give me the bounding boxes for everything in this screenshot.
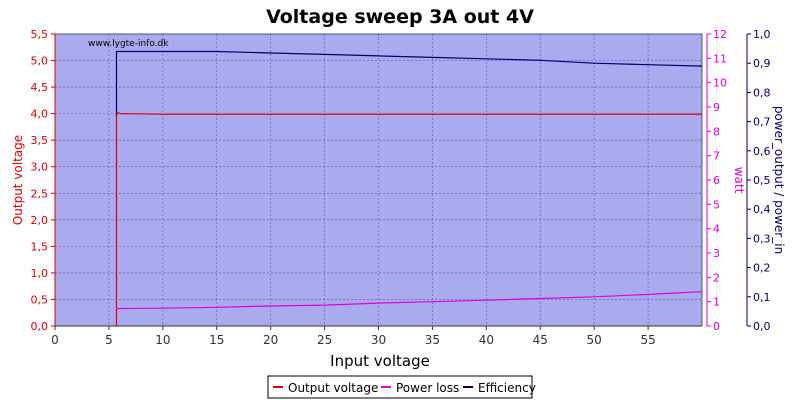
- right-axis-1-tick-label: 6: [713, 174, 720, 187]
- right-axis-1-title: watt: [732, 167, 746, 194]
- legend-label-power-loss: Power loss: [396, 381, 459, 395]
- x-axis-tick-label: 55: [640, 333, 655, 347]
- left-axis-tick-label: 2,0: [31, 214, 49, 227]
- left-axis-tick-label: 1,0: [31, 267, 49, 280]
- x-axis-tick-label: 30: [371, 333, 386, 347]
- x-axis-tick-label: 25: [317, 333, 332, 347]
- x-axis-tick-label: 5: [105, 333, 113, 347]
- right-axis-1-tick-label: 8: [713, 125, 720, 138]
- right-axis-1-tick-label: 10: [713, 77, 727, 90]
- right-axis-1-tick-label: 1: [713, 296, 720, 309]
- left-axis-tick-label: 5,0: [31, 55, 49, 68]
- x-axis-tick-label: 50: [587, 333, 602, 347]
- right-axis-1-tick-label: 12: [713, 28, 727, 41]
- series: [115, 50, 703, 326]
- chart-title: Voltage sweep 3A out 4V: [266, 6, 534, 28]
- x-axis-tick-label: 45: [533, 333, 548, 347]
- x-axis-title: Input voltage: [330, 352, 430, 370]
- right-axis-1-tick-label: 7: [713, 150, 720, 163]
- right-axis-2-tick-label: 0,6: [753, 145, 771, 158]
- right-axis-2-tick-label: 0,0: [753, 320, 771, 333]
- plot-area: [54, 33, 703, 327]
- right-axis-1-tick-label: 11: [713, 52, 727, 65]
- x-axis-tick-label: 35: [425, 333, 440, 347]
- right-axis-1-tick-label: 5: [713, 198, 720, 211]
- left-axis-title: Output voltage: [11, 135, 25, 225]
- legend-label-efficiency: Efficiency: [478, 381, 536, 395]
- right-axis-2-tick-label: 0,7: [753, 116, 771, 129]
- right-axis-2-tick-label: 0,5: [753, 174, 771, 187]
- left-axis-tick-label: 4,5: [31, 81, 49, 94]
- watermark: www.lygte-info.dk: [88, 39, 169, 49]
- x-axis-tick-label: 20: [263, 333, 278, 347]
- x-axis-tick-label: 15: [209, 333, 224, 347]
- right-axis-2-title: power_output / power_in: [772, 106, 786, 254]
- legend: Output voltage Power loss Efficiency: [267, 375, 536, 399]
- right-axis-1-tick-label: 9: [713, 101, 720, 114]
- right-axis-2-tick-label: 0,3: [753, 232, 771, 245]
- left-axis-tick-label: 2,5: [31, 187, 49, 200]
- left-axis-tick-label: 0,5: [31, 293, 49, 306]
- legend-label-output-voltage: Output voltage: [288, 381, 378, 395]
- right-axis-2-tick-label: 0,1: [753, 291, 771, 304]
- series-line-power-loss: [116, 291, 703, 310]
- left-axis-tick-label: 4,0: [31, 108, 49, 121]
- left-axis-tick-label: 1,5: [31, 240, 49, 253]
- right-axis-1-tick-label: 3: [713, 247, 720, 260]
- right-axis-2-tick-label: 1,0: [753, 28, 771, 41]
- left-axis-tick-label: 0,0: [31, 320, 49, 333]
- left-axis-tick-label: 3,5: [31, 134, 49, 147]
- right-axis-1-tick-label: 4: [713, 223, 720, 236]
- left-axis-tick-label: 3,0: [31, 161, 49, 174]
- series-line-efficiency: [115, 50, 703, 116]
- right-axis-2-tick-label: 0,8: [753, 86, 771, 99]
- left-axis-tick-label: 5,5: [31, 28, 49, 41]
- x-axis-tick-label: 0: [51, 333, 59, 347]
- axes: 0,00,51,01,52,02,53,03,54,04,55,05,50123…: [31, 28, 771, 347]
- right-axis-2-tick-label: 0,4: [753, 203, 771, 216]
- right-axis-2-tick-label: 0,2: [753, 262, 771, 275]
- right-axis-2-tick-label: 0,9: [753, 57, 771, 70]
- right-axis-1-tick-label: 0: [713, 320, 720, 333]
- right-axis-1-tick-label: 2: [713, 271, 720, 284]
- x-axis-tick-label: 40: [479, 333, 494, 347]
- x-axis-tick-label: 10: [155, 333, 170, 347]
